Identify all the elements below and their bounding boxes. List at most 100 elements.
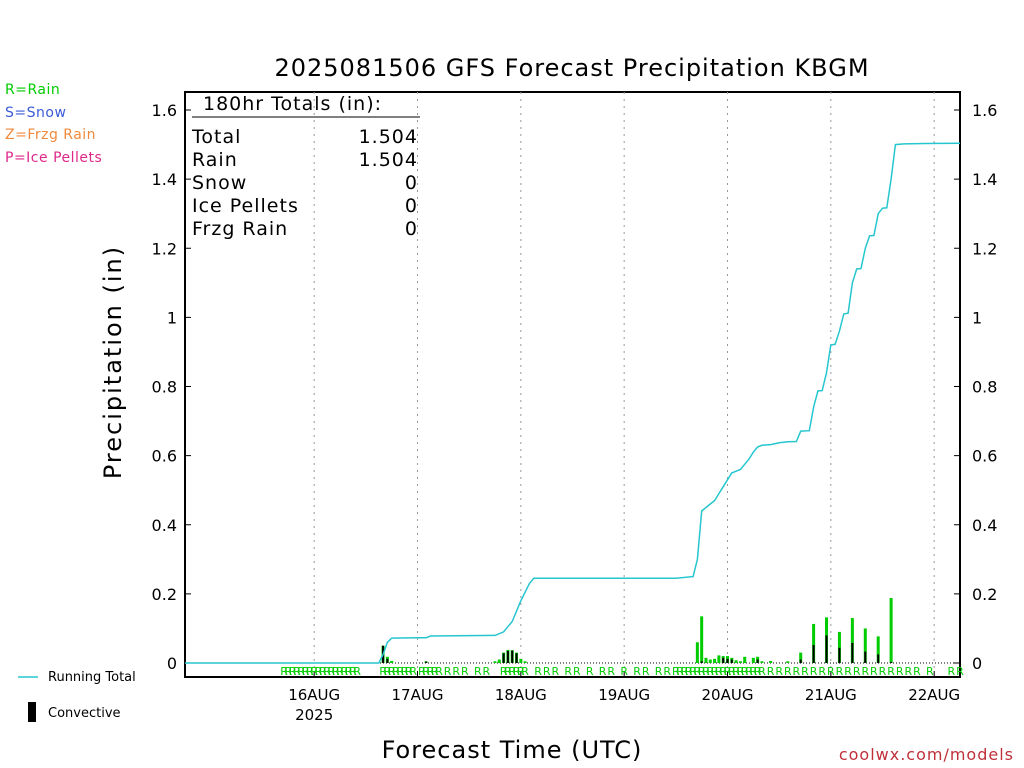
convective-bar	[515, 653, 518, 663]
ptype-marker: R	[905, 665, 913, 678]
ptype-marker: R	[737, 665, 745, 678]
convective-bar	[890, 661, 893, 663]
ptype-marker: R	[879, 665, 887, 678]
precip-bar	[837, 631, 841, 663]
ptype-marker: R	[681, 665, 689, 678]
ptype-marker: R	[948, 665, 956, 678]
ptype-marker: R	[633, 665, 641, 678]
y-tick-label-left: 1.6	[152, 101, 177, 120]
ptype-marker: R	[793, 665, 801, 678]
ptype-marker: R	[345, 665, 353, 678]
totals-row-value: 1.504	[359, 149, 418, 171]
totals-row-label: Rain	[192, 149, 238, 171]
convective-bar	[502, 653, 505, 663]
ptype-marker: R	[336, 665, 344, 678]
ptype-marker: R	[328, 665, 336, 678]
ptype-marker: R	[750, 665, 758, 678]
ptype-marker: R	[315, 665, 323, 678]
ptype-legend-item: P=Ice Pellets	[5, 149, 103, 166]
precip-bar	[889, 598, 893, 663]
ptype-marker: R	[767, 665, 775, 678]
convective-bar	[756, 659, 759, 663]
ptype-marker: R	[724, 665, 732, 678]
ptype-marker: R	[517, 665, 525, 678]
ptype-marker: R	[706, 665, 714, 678]
precip-bar	[497, 659, 501, 663]
ptype-marker: R	[293, 665, 301, 678]
precip-bar	[799, 652, 803, 663]
ptype-marker: R	[870, 665, 878, 678]
ptype-marker: R	[504, 665, 512, 678]
ptype-marker: R	[758, 665, 766, 678]
ptype-marker: R	[853, 665, 861, 678]
ptype-marker: R	[861, 665, 869, 678]
ptype-marker: R	[405, 665, 413, 678]
y-tick-label-left: 0.4	[152, 516, 177, 535]
ptype-marker: R	[887, 665, 895, 678]
ptype-marker: R	[844, 665, 852, 678]
ptype-marker: R	[543, 665, 551, 678]
ptype-marker: R	[956, 665, 964, 678]
ptype-marker: R	[332, 665, 340, 678]
convective-bar	[851, 642, 854, 663]
y-tick-label-right: 0.2	[972, 585, 997, 604]
x-tick-label: 16AUG	[288, 686, 340, 704]
ptype-marker: R	[620, 665, 628, 678]
precip-bar	[734, 660, 738, 663]
precip-bar	[769, 660, 773, 663]
ptype-marker: R	[418, 665, 426, 678]
y-axis-ticks: 0 00.2 0.20.4 0.40.6 0.60.8 0.81 11.2 1.21.4 1.4…	[152, 101, 998, 673]
ptype-marker: R	[452, 665, 460, 678]
convective-bar	[799, 659, 802, 663]
convective-bar	[726, 658, 729, 663]
convective-legend-label: Convective	[48, 706, 121, 721]
precip-bar	[713, 658, 717, 663]
ptype-marker: R	[689, 665, 697, 678]
precip-bar	[519, 658, 523, 663]
ptype-marker: R	[306, 665, 314, 678]
y-tick-label-right: 0.4	[972, 516, 997, 535]
ptype-marker: R	[280, 665, 288, 678]
ptype-marker: R	[607, 665, 615, 678]
ptype-marker: R	[431, 665, 439, 678]
ptype-marker: R	[396, 665, 404, 678]
x-tick-label: 17AUG	[392, 686, 444, 704]
convective-bar	[511, 650, 514, 663]
ptype-marker: R	[340, 665, 348, 678]
ptype-marker: R	[599, 665, 607, 678]
y-tick-label-left: 0.8	[152, 378, 177, 397]
convective-bar	[812, 645, 815, 663]
ptype-marker: R	[513, 665, 521, 678]
running-total-legend-label: Running Total	[48, 670, 136, 685]
ptype-marker: R	[483, 665, 491, 678]
ptype-marker: R	[676, 665, 684, 678]
credit-text: coolwx.com/models	[838, 745, 1014, 764]
ptype-marker: R	[401, 665, 409, 678]
ptype-marker: R	[913, 665, 921, 678]
y-tick-label-right: 0	[972, 654, 982, 673]
ptype-marker: R	[801, 665, 809, 678]
ptype-marker: R	[784, 665, 792, 678]
ptype-marker: R	[323, 665, 331, 678]
chart-title: 2025081506 GFS Forecast Precipitation KB…	[274, 54, 869, 82]
totals-row-value: 0	[405, 218, 418, 240]
ptype-marker: R	[564, 665, 572, 678]
precip-bar	[760, 661, 764, 663]
y-tick-label-right: 1.6	[972, 101, 997, 120]
ptype-marker: R	[427, 665, 435, 678]
ptype-marker: R	[655, 665, 663, 678]
x-axis-ticks: 16AUG 2025 17AUG 18AUG 19AUG 20AUG 21AUG 22AUG	[288, 671, 960, 724]
precip-bar	[743, 656, 747, 663]
ptype-marker: R	[672, 665, 680, 678]
ptype-marker: R	[508, 665, 516, 678]
y-tick-label-right: 1.4	[972, 170, 997, 189]
precip-bar	[708, 659, 712, 663]
ptype-legend: R=Rain S=Snow Z=Frzg Rain P=Ice Pellets	[5, 82, 102, 172]
ptype-marker: R	[392, 665, 400, 678]
convective-bar	[877, 654, 880, 663]
totals-row-value: 0	[405, 195, 418, 217]
x-tick-label: 22AUG	[908, 686, 960, 704]
ptype-marker: R	[319, 665, 327, 678]
